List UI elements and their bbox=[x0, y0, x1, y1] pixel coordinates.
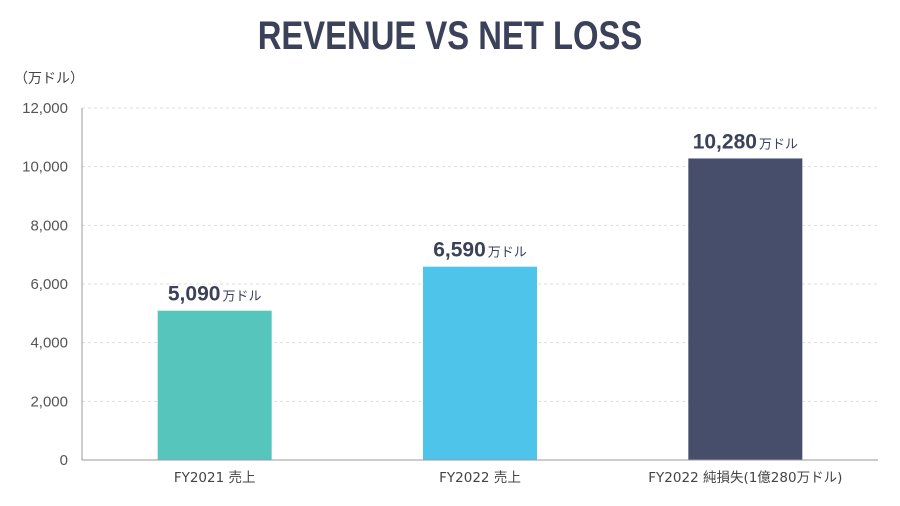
bar bbox=[688, 158, 803, 460]
data-label: 5,090 万ドル bbox=[168, 283, 262, 306]
y-tick-label: 6,000 bbox=[30, 276, 68, 293]
x-category-label: FY2022 売上 bbox=[439, 470, 521, 486]
y-axis-unit-label: （万ドル） bbox=[14, 71, 84, 87]
data-label-number: 6,590 bbox=[433, 239, 486, 262]
bar bbox=[157, 310, 272, 460]
bar bbox=[423, 266, 537, 460]
chart-title: REVENUE VS NET LOSS bbox=[257, 14, 643, 58]
data-label-unit: 万ドル bbox=[488, 246, 527, 261]
data-label-number: 10,280 bbox=[693, 130, 757, 153]
x-category-label: FY2021 売上 bbox=[174, 470, 256, 486]
x-category-label: FY2022 純損失(1億280万ドル) bbox=[648, 470, 842, 486]
y-tick-label: 0 bbox=[60, 452, 68, 469]
data-label: 10,280 万ドル bbox=[693, 130, 798, 153]
data-label-unit: 万ドル bbox=[222, 290, 261, 305]
y-tick-label: 10,000 bbox=[22, 159, 68, 176]
y-tick-label: 4,000 bbox=[30, 335, 68, 352]
data-label: 6,590 万ドル bbox=[433, 239, 527, 262]
y-tick-label: 8,000 bbox=[30, 217, 68, 234]
y-tick-label: 12,000 bbox=[22, 100, 68, 117]
data-label-unit: 万ドル bbox=[759, 137, 798, 152]
y-tick-label: 2,000 bbox=[30, 393, 68, 410]
data-label-number: 5,090 bbox=[168, 283, 221, 306]
